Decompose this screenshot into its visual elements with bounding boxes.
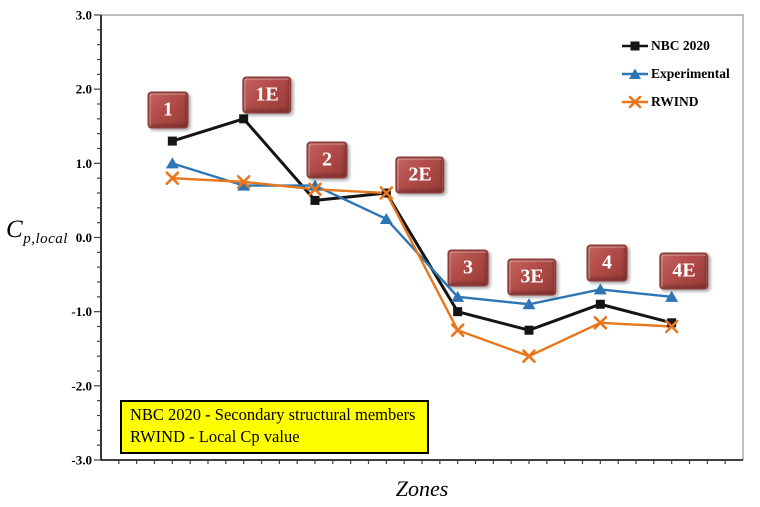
zone-label-3: 3 — [447, 249, 489, 287]
annotation-box: NBC 2020 - Secondary structural members … — [120, 400, 430, 454]
marker-x-rwind — [522, 349, 536, 363]
legend-label: Experimental — [651, 66, 730, 81]
marker-square-nbc-2020 — [453, 307, 463, 317]
marker-x-rwind — [165, 171, 180, 185]
zone-label-1: 1 — [147, 91, 189, 129]
y-axis-title: Cp,local — [6, 216, 68, 248]
zone-label-2e: 2E — [395, 156, 445, 194]
y-tick-label: 0.0 — [76, 230, 92, 245]
series-line-rwind — [172, 176, 672, 358]
marker-triangle-experimental — [665, 290, 679, 302]
triangle-marker-icon — [622, 68, 648, 79]
marker-square-nbc-2020 — [310, 195, 320, 205]
annotation-line-2: RWIND - Local Cp value — [130, 426, 300, 446]
y-tick-label: -1.0 — [71, 304, 92, 319]
marker-square-nbc-2020 — [524, 325, 534, 335]
legend-item-nbc-2020: NBC 2020 — [621, 32, 730, 60]
marker-x-rwind — [593, 315, 608, 330]
zone-label-4e: 4E — [659, 252, 709, 290]
legend-item-experimental: Experimental — [621, 60, 730, 88]
series-line-nbc-2020 — [171, 117, 673, 332]
marker-x-rwind — [308, 182, 322, 197]
y-tick-label: 3.0 — [76, 8, 92, 23]
y-tick-label: 2.0 — [76, 82, 92, 97]
legend-label: RWIND — [651, 94, 699, 109]
marker-triangle-experimental — [522, 298, 536, 310]
marker-square-nbc-2020 — [595, 299, 605, 309]
marker-triangle-experimental — [165, 157, 179, 169]
marker-x-rwind — [379, 186, 394, 200]
legend: NBC 2020 Experimental RWIND — [621, 32, 730, 116]
square-marker-icon — [622, 41, 648, 51]
y-tick-label: -3.0 — [71, 453, 92, 468]
marker-x-rwind — [450, 323, 465, 338]
series-line-experimental — [171, 162, 672, 306]
legend-item-rwind: RWIND — [621, 88, 730, 116]
y-axis-title-subscript: p,local — [23, 231, 68, 247]
zone-label-2: 2 — [306, 141, 348, 179]
y-tick-label: 1.0 — [76, 156, 92, 171]
legend-label: NBC 2020 — [651, 38, 710, 53]
x-axis-title: Zones — [395, 476, 449, 501]
marker-x-rwind — [664, 319, 679, 334]
y-tick-label: -2.0 — [71, 378, 92, 393]
marker-triangle-experimental — [593, 283, 607, 295]
zone-label-1e: 1E — [242, 76, 292, 114]
marker-triangle-experimental — [237, 179, 251, 191]
marker-x-rwind — [236, 175, 251, 189]
marker-square-nbc-2020 — [167, 136, 177, 146]
y-axis-title-main: C — [6, 216, 24, 243]
marker-triangle-experimental — [379, 212, 393, 224]
x-marker-icon — [622, 95, 648, 109]
zone-label-4: 4 — [586, 244, 628, 282]
marker-triangle-experimental — [451, 290, 465, 302]
marker-square-nbc-2020 — [239, 114, 249, 124]
annotation-line-1: NBC 2020 - Secondary structural members — [130, 405, 416, 424]
marker-square-nbc-2020 — [667, 318, 677, 328]
zone-label-3e: 3E — [507, 258, 557, 296]
